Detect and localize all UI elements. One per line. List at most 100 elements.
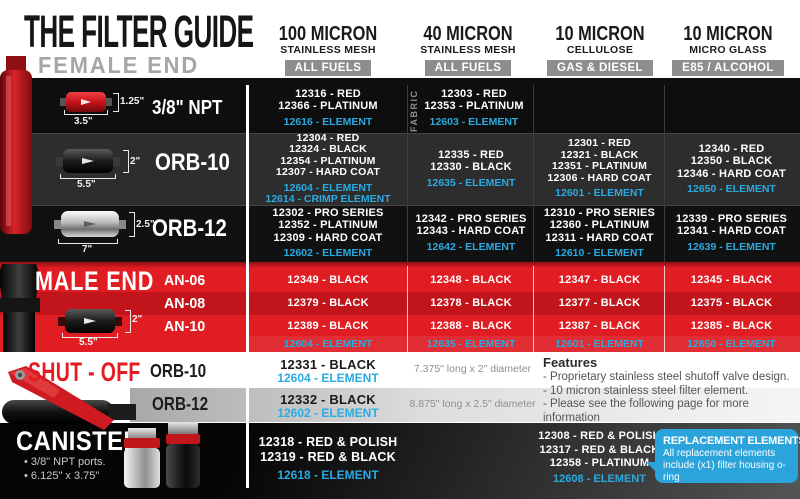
row-divider: [0, 133, 800, 134]
part-number: 12378 - BLACK: [430, 297, 512, 309]
part-number: 12339 - PRO SERIES: [675, 212, 788, 225]
fuel-badge: ALL FUELS: [424, 60, 512, 76]
feature-item: - Proprietary stainless steel shutoff va…: [543, 371, 790, 383]
row-label-an06: AN-06: [164, 272, 206, 289]
shutoff-valve-photo: [2, 366, 136, 430]
column-header-40-micron: 40 MICRON STAINLESS MESH ALL FUELS: [388, 23, 548, 76]
male-end-top-shadow: [0, 262, 800, 268]
row-npt-background: [0, 78, 800, 133]
npt-filter-image: [60, 92, 112, 112]
row-label-orb10: ORB-10: [155, 149, 230, 176]
label-data-divider: [246, 85, 249, 488]
page-title: THE FILTER GUIDE: [24, 6, 254, 57]
part-number: 12388 - BLACK: [430, 320, 512, 332]
male-filter-image: [58, 309, 122, 333]
part-number: 12379 - BLACK: [287, 297, 369, 309]
element-number: 12616 - ELEMENT: [283, 115, 373, 128]
part-number: 12310 - PRO SERIES: [543, 206, 656, 219]
column-divider: [533, 266, 534, 352]
part-number: 12352 - PLATINUM: [278, 219, 378, 231]
row-label-an10: AN-10: [164, 318, 206, 335]
height-bracket: [125, 310, 131, 333]
length-bracket: [64, 110, 108, 115]
row-label-orb12: ORB-12: [152, 215, 227, 242]
column-micron: 40 MICRON: [423, 23, 513, 45]
element-number: 12639 - ELEMENT: [687, 240, 776, 253]
part-number: 12306 - HARD COAT: [547, 171, 652, 184]
part-number: 12303 - RED: [441, 87, 507, 100]
column-divider: [407, 266, 408, 352]
features-title: Features: [543, 355, 598, 370]
part-number: 12321 - BLACK: [560, 148, 639, 161]
row-label-npt: 3/8" NPT: [152, 97, 223, 119]
cell-orb12-40micron: 12342 - PRO SERIES 12343 - HARD COAT 126…: [409, 206, 533, 260]
length-bracket: [58, 239, 118, 244]
column-media: STAINLESS MESH: [420, 44, 516, 56]
part-number: 12330 - BLACK: [430, 161, 512, 174]
element-number: 12635 - ELEMENT: [426, 338, 516, 350]
part-number: 12311 - HARD COAT: [545, 231, 654, 244]
row-orb12-background: [0, 205, 800, 262]
cell-npt-100micron: 12316 - RED 12366 - PLATINUM 12616 - ELE…: [250, 85, 406, 131]
cell-orb10-100micron: 12304 - RED 12324 - BLACK 12354 - PLATIN…: [250, 131, 406, 205]
part-number: 12317 - RED & BLACK: [539, 444, 660, 456]
part-number: 12366 - PLATINUM: [278, 100, 378, 113]
dimension-length: 3.5": [74, 116, 93, 127]
row-label-an08: AN-08: [164, 295, 206, 312]
column-micron: 100 MICRON: [278, 23, 378, 45]
column-media: MICRO GLASS: [689, 44, 767, 56]
column-micron: 10 MICRON: [683, 23, 773, 45]
element-number: 12635 - ELEMENT: [426, 176, 516, 189]
size-note: 8.875" long x 2.5" diameter: [409, 398, 536, 410]
part-number: 12341 - HARD COAT: [677, 225, 786, 238]
dimension-length: 5.5": [79, 337, 98, 348]
column-media: STAINLESS MESH: [280, 44, 376, 56]
orb12-filter-image: [54, 211, 126, 237]
dimension-length: 7": [82, 244, 93, 255]
column-header-100-micron: 100 MICRON STAINLESS MESH ALL FUELS: [248, 23, 408, 76]
part-number: 12324 - BLACK: [289, 143, 367, 155]
part-number: 12331 - BLACK: [280, 357, 376, 372]
part-number: 12377 - BLACK: [558, 297, 641, 309]
part-number: 12343 - HARD COAT: [416, 225, 526, 238]
part-number: 12349 - BLACK: [287, 274, 369, 286]
part-number: 12353 - PLATINUM: [424, 100, 524, 113]
part-number: 12301 - RED: [568, 137, 631, 150]
replacement-body: All replacement elements include (x1) fi…: [663, 448, 786, 483]
element-number: 12604 - ELEMENT: [283, 338, 373, 350]
part-number: 12346 - HARD COAT: [677, 167, 786, 180]
element-number: 12642 - ELEMENT: [426, 240, 516, 253]
element-number: 12610 - ELEMENT: [555, 247, 644, 259]
dimension-height: 1.25": [120, 96, 145, 107]
fuel-badge: ALL FUELS: [284, 60, 372, 76]
feature-item: - Please see the following page for more…: [543, 398, 749, 424]
height-bracket: [129, 212, 135, 237]
element-row-band: [248, 336, 800, 352]
part-number: 12387 - BLACK: [558, 320, 641, 332]
feature-item: - 10 micron stainless steel filter eleme…: [543, 384, 749, 397]
cell-orb12-cellulose: 12310 - PRO SERIES 12360 - PLATINUM 1231…: [535, 206, 664, 260]
element-number: 12602 - ELEMENT: [283, 247, 373, 259]
an08-row-stripe: [0, 292, 800, 315]
shutoff-heading: SHUT - OFF: [28, 357, 141, 387]
element-number: 12618 - ELEMENT: [277, 468, 379, 482]
canister-bullet: 3/8" NPT ports.: [24, 456, 106, 468]
part-number: 12307 - HARD COAT: [275, 166, 381, 178]
shutoff-orb12-band: [130, 388, 800, 422]
height-bracket: [113, 93, 119, 112]
part-number: 12345 - BLACK: [690, 274, 773, 286]
element-number: 12601 - ELEMENT: [555, 187, 644, 200]
part-number: 12304 - RED: [296, 131, 360, 144]
fuel-badge: GAS & DIESEL: [547, 60, 653, 76]
part-number: 12350 - BLACK: [690, 155, 773, 167]
female-end-heading: FEMALE END: [38, 52, 200, 78]
row-label-shutoff-orb12: ORB-12: [152, 394, 209, 414]
dimension-length: 5.5": [77, 179, 96, 190]
element-number: 12604 - ELEMENT: [277, 371, 379, 385]
size-note: 7.375" long x 2" diameter: [413, 363, 532, 375]
column-media: CELLULOSE: [566, 44, 634, 56]
part-number: 12351 - PLATINUM: [551, 160, 648, 173]
dimension-height: 2": [132, 314, 143, 325]
part-number: 12389 - BLACK: [287, 320, 369, 332]
